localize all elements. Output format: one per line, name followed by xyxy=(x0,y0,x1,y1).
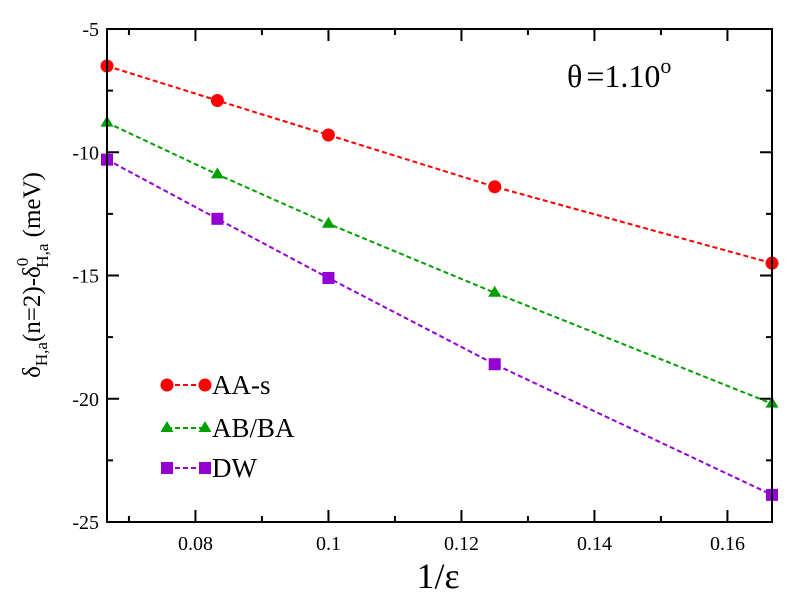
y-title-mid: (n=2)-δ xyxy=(19,266,46,342)
legend-marker-ab-ba xyxy=(198,421,212,432)
legend-label-aa-s: AA-s xyxy=(212,370,271,400)
legend-item-aa-s: AA-s xyxy=(160,370,271,400)
y-tick-label: -25 xyxy=(72,512,99,534)
data-point-aa-s xyxy=(488,180,502,194)
data-point-ab-ba xyxy=(321,216,335,228)
data-point-aa-s xyxy=(321,128,335,142)
data-point-dw xyxy=(211,212,224,225)
theta-annotation: θ =1.10o xyxy=(567,53,671,94)
legend-label-ab-ba: AB/BA xyxy=(212,413,295,443)
x-tick-label: 0.14 xyxy=(577,533,612,555)
legend-marker-aa-s xyxy=(160,378,174,392)
tick-labels: 0.08 0.1 0.12 0.14 0.16 -25 -20 -15 -10 -5 xyxy=(72,19,745,555)
legend-item-dw: DW xyxy=(161,453,257,483)
y-axis-title: δH,a(n=2)-δ0H,a (meV) xyxy=(13,172,52,378)
legend: AA-s AB/BA DW xyxy=(160,370,295,483)
x-tick-label: 0.12 xyxy=(444,533,479,555)
plot-frame xyxy=(106,28,773,523)
x-tick-label: 0.1 xyxy=(316,533,341,555)
x-tick-label: 0.08 xyxy=(178,533,213,555)
data-point-aa-s xyxy=(210,93,224,107)
y-title-sub1: H,a xyxy=(32,342,51,367)
y-title-main: δ xyxy=(19,366,46,378)
legend-marker-dw xyxy=(199,462,211,474)
theta-value: =1.10 xyxy=(586,58,660,94)
y-title-unit: (meV) xyxy=(19,172,46,244)
y-title-sup: 0 xyxy=(13,258,32,267)
legend-marker-dw xyxy=(161,462,173,474)
x-tick-label: 0.16 xyxy=(710,533,745,555)
y-tick-label: -20 xyxy=(72,389,99,411)
theta-degree: o xyxy=(660,53,671,78)
y-title-sub2: H,a xyxy=(33,243,52,268)
y-tick-label: -10 xyxy=(72,142,99,164)
data-point-ab-ba xyxy=(488,285,502,297)
x-axis-title: 1/ε xyxy=(416,556,459,596)
legend-marker-ab-ba xyxy=(160,421,174,432)
data-point-ab-ba xyxy=(210,167,224,179)
data-point-dw xyxy=(488,358,501,371)
legend-label-dw: DW xyxy=(212,453,257,483)
legend-marker-aa-s xyxy=(198,378,212,392)
theta-symbol: θ xyxy=(567,58,582,94)
y-tick-label: -5 xyxy=(82,19,99,41)
legend-item-ab-ba: AB/BA xyxy=(160,413,295,443)
data-point-dw xyxy=(322,271,335,284)
y-tick-label: -15 xyxy=(72,266,99,288)
